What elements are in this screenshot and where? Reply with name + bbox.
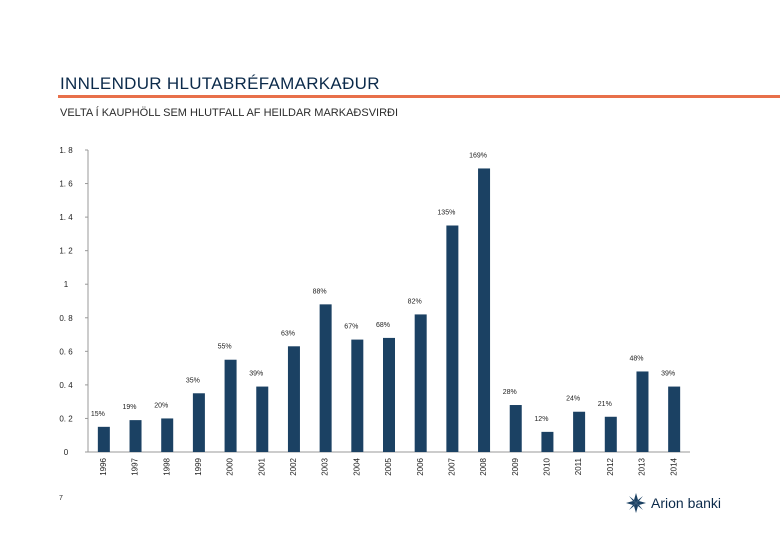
y-tick-label: 0. 8 xyxy=(59,314,73,323)
x-tick-label-1996: 1996 xyxy=(99,457,108,475)
arion-star-icon xyxy=(626,493,646,513)
x-tick-label-2010: 2010 xyxy=(543,457,552,475)
x-tick-label-1998: 1998 xyxy=(162,457,171,475)
bar-2012 xyxy=(604,416,617,452)
x-tick-label-1997: 1997 xyxy=(131,457,140,475)
x-tick-label-2013: 2013 xyxy=(638,457,647,475)
arion-banki-logo: Arion banki xyxy=(625,492,721,514)
data-label-2013: 48% xyxy=(629,355,643,362)
bar-2001 xyxy=(256,386,269,452)
data-label-2011: 24% xyxy=(566,396,580,403)
bar-1996 xyxy=(97,426,110,452)
bar-2002 xyxy=(287,346,300,452)
x-tick-label-2006: 2006 xyxy=(416,457,425,475)
slide-title: INNLENDUR HLUTABRÉFAMARKAÐUR xyxy=(60,74,380,93)
data-label-2006: 82% xyxy=(408,298,422,305)
y-tick-label: 1. 6 xyxy=(59,180,73,189)
data-label-2005: 68% xyxy=(376,322,390,329)
y-tick-label: 0. 2 xyxy=(59,414,73,423)
bar-2000 xyxy=(224,359,237,452)
x-tick-label-2011: 2011 xyxy=(574,457,583,475)
x-tick-label-2005: 2005 xyxy=(384,457,393,475)
bar-2013 xyxy=(636,371,649,452)
x-tick-label-2009: 2009 xyxy=(511,457,520,475)
data-label-1998: 20% xyxy=(154,402,168,409)
bar-2008 xyxy=(478,168,491,452)
data-label-1997: 19% xyxy=(123,404,137,411)
x-tick-label-2000: 2000 xyxy=(226,457,235,475)
bar-1999 xyxy=(192,393,205,452)
data-label-2003: 88% xyxy=(313,288,327,295)
bar-2010 xyxy=(541,431,554,452)
data-label-2002: 63% xyxy=(281,330,295,337)
bar-2007 xyxy=(446,225,459,452)
data-label-2012: 21% xyxy=(598,401,612,408)
bar-2005 xyxy=(383,337,395,452)
x-tick-label-2014: 2014 xyxy=(669,457,678,475)
x-tick-label-2004: 2004 xyxy=(352,457,361,475)
y-tick-label: 1 xyxy=(64,280,69,289)
y-tick-label: 1. 8 xyxy=(59,146,73,155)
y-tick-label: 0. 4 xyxy=(59,381,73,390)
data-label-2009: 28% xyxy=(503,389,517,396)
title-accent-rule xyxy=(58,95,780,98)
bar-1998 xyxy=(161,418,174,452)
x-tick-label-2012: 2012 xyxy=(606,457,615,475)
data-label-1996: 15% xyxy=(91,411,105,418)
data-label-2014: 39% xyxy=(661,371,675,378)
y-tick-label: 0 xyxy=(64,448,69,457)
data-label-2007: 135% xyxy=(437,210,455,217)
bar-2009 xyxy=(509,405,522,452)
chart-subtitle: VELTA Í KAUPHÖLL SEM HLUTFALL AF HEILDAR… xyxy=(60,107,399,119)
bar-1997 xyxy=(129,420,142,452)
data-label-1999: 35% xyxy=(186,377,200,384)
x-tick-label-2003: 2003 xyxy=(321,457,330,475)
bar-2006 xyxy=(414,314,427,452)
data-label-2001: 39% xyxy=(249,371,263,378)
bar-2004 xyxy=(351,339,364,452)
x-tick-label-2002: 2002 xyxy=(289,457,298,475)
logo-text: Arion banki xyxy=(651,495,722,511)
x-tick-label-2008: 2008 xyxy=(479,457,488,475)
y-tick-label: 1. 4 xyxy=(59,213,73,222)
data-label-2000: 55% xyxy=(218,344,232,351)
bar-2011 xyxy=(573,411,586,452)
x-tick-label-2001: 2001 xyxy=(257,457,266,475)
data-label-2004: 67% xyxy=(344,324,358,331)
data-label-2010: 12% xyxy=(534,416,548,423)
data-label-2008: 169% xyxy=(469,152,487,159)
y-tick-label: 0. 6 xyxy=(59,347,73,356)
x-tick-label-1999: 1999 xyxy=(194,457,203,475)
y-tick-label: 1. 2 xyxy=(59,247,73,256)
bar-2014 xyxy=(668,386,681,452)
bar-2003 xyxy=(319,304,332,452)
page-number: 7 xyxy=(59,495,63,502)
x-tick-label-2007: 2007 xyxy=(447,457,456,475)
